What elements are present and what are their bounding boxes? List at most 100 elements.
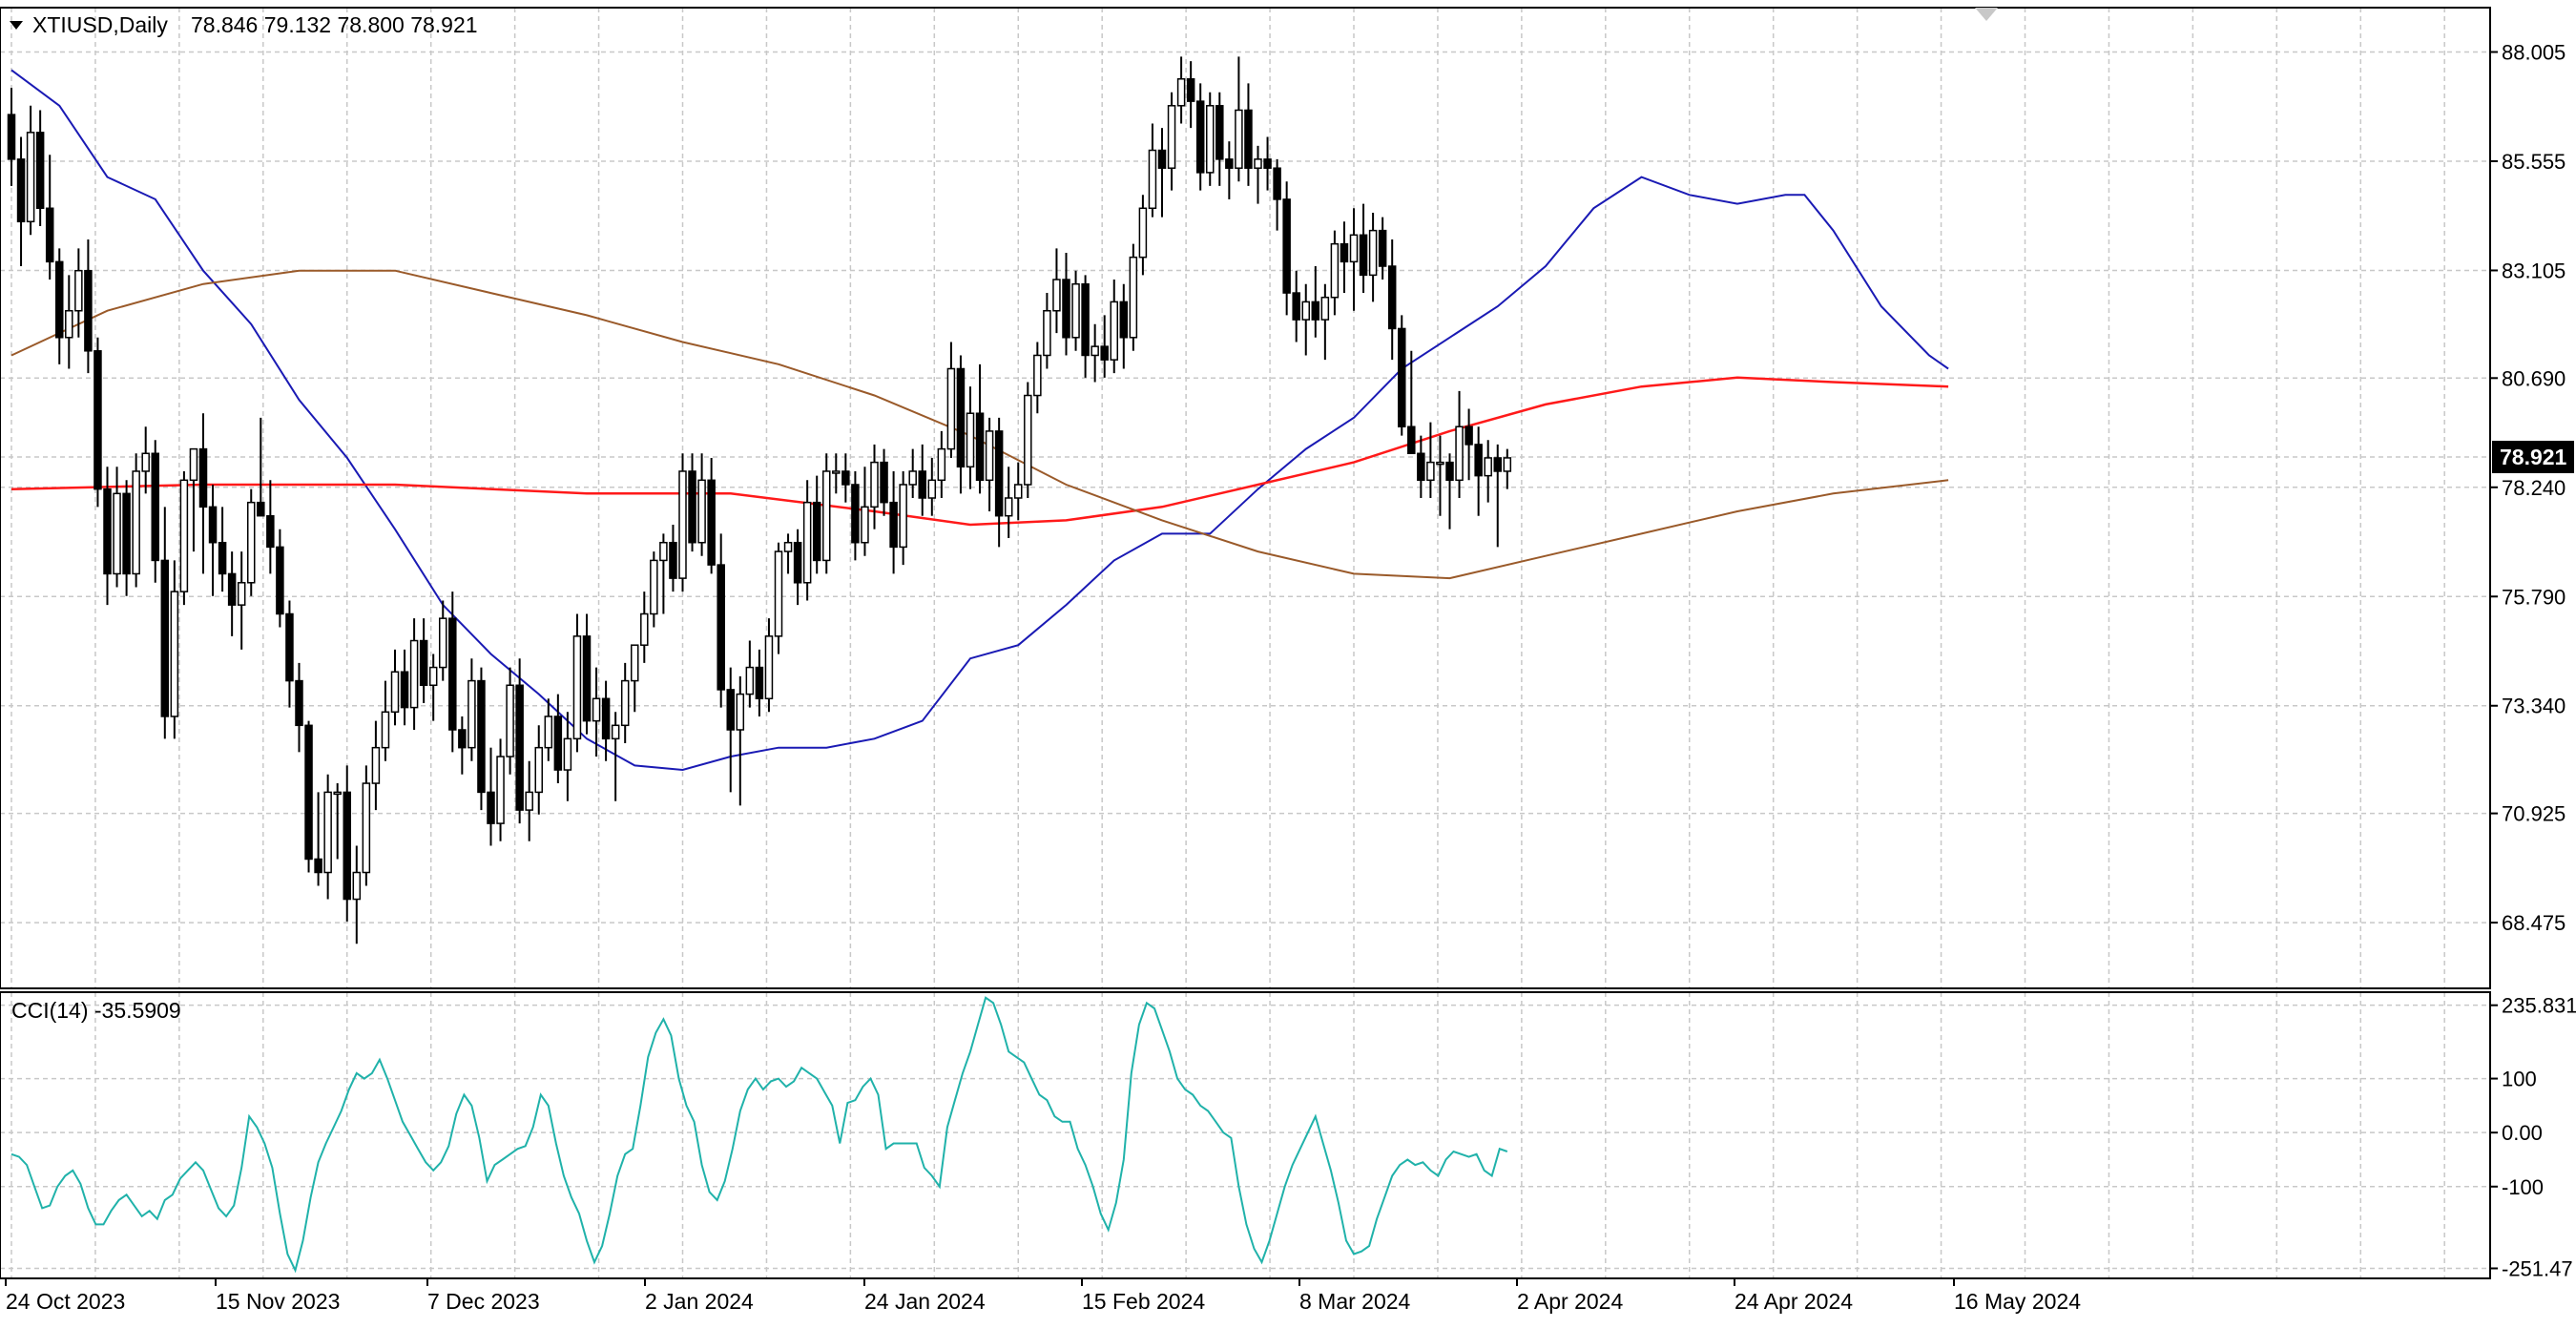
candle (812, 475, 821, 574)
candle (1493, 444, 1502, 548)
candle (783, 533, 793, 574)
cci-axis[interactable]: 235.831 100 0.00 -100 -251.47 (2490, 994, 2576, 1281)
candle (620, 662, 630, 743)
price-tick-label: 70.925 (2502, 802, 2566, 826)
candle (1398, 315, 1406, 436)
candle (899, 470, 907, 566)
candle (1254, 145, 1262, 204)
scroll-marker-icon[interactable] (1975, 8, 1998, 21)
candle (487, 747, 495, 846)
candle (1091, 323, 1099, 383)
candle (631, 644, 639, 713)
candle (1273, 158, 1281, 231)
candle (611, 712, 620, 801)
date-tick-label: 2 Jan 2024 (645, 1289, 754, 1314)
price-tick-label: 85.555 (2502, 150, 2566, 174)
price-axis[interactable]: 88.005 85.555 83.105 80.690 78.240 75.790 73.3… (2490, 40, 2566, 935)
candle (409, 618, 419, 730)
candle (141, 426, 150, 494)
candle (1387, 239, 1397, 361)
candle (975, 363, 985, 494)
candle (506, 667, 514, 775)
candle (247, 488, 256, 596)
ma-line-0 (10, 69, 1949, 772)
price-tick-label: 83.105 (2502, 259, 2566, 282)
candle (1119, 283, 1129, 369)
candle (1176, 56, 1186, 124)
candle (1359, 203, 1368, 294)
candle (1311, 266, 1320, 338)
candle (515, 658, 524, 824)
candle (841, 453, 850, 503)
cci-line (10, 996, 1508, 1274)
candle (1024, 382, 1032, 498)
date-tick-label: 24 Apr 2024 (1735, 1289, 1853, 1314)
symbol-label: XTIUSD,Daily (32, 12, 168, 37)
candle (276, 529, 284, 628)
candle (381, 680, 390, 761)
candles (7, 56, 1512, 944)
candle (717, 533, 725, 708)
candle (1340, 221, 1349, 294)
candle (151, 440, 159, 583)
candle (937, 430, 946, 498)
candle (1368, 212, 1378, 302)
candle (1301, 283, 1310, 356)
candle (1148, 123, 1157, 218)
candle (793, 529, 802, 606)
candle (400, 649, 409, 726)
candle (448, 591, 457, 753)
candle (93, 337, 102, 508)
cci-tick-label: -100 (2502, 1175, 2544, 1199)
candle (669, 525, 677, 592)
price-tick-label: 73.340 (2502, 695, 2566, 718)
cci-tick-label: 0.00 (2502, 1121, 2543, 1145)
candle (1417, 435, 1425, 498)
cci-panel[interactable]: CCI(14) -35.5909 (0, 991, 2491, 1279)
candle (601, 680, 611, 761)
candle (851, 470, 860, 561)
candle (1244, 83, 1253, 186)
candle (870, 444, 879, 529)
candle (74, 248, 83, 338)
candle (160, 507, 170, 739)
candle (458, 716, 467, 775)
candle (544, 698, 553, 761)
candle (1167, 92, 1176, 191)
candle (755, 649, 764, 716)
candle (45, 155, 54, 280)
price-tick-label: 75.790 (2502, 585, 2566, 609)
candle (927, 457, 937, 516)
candle (764, 618, 774, 713)
cci-path (10, 996, 1508, 1274)
candle (1129, 243, 1138, 351)
candle (132, 453, 140, 588)
candle (362, 765, 371, 886)
candle (208, 484, 218, 596)
date-tick-label: 7 Dec 2023 (427, 1289, 540, 1314)
price-panel[interactable] (0, 7, 2491, 989)
candle (122, 480, 131, 596)
date-axis[interactable]: 24 Oct 2023 15 Nov 2023 7 Dec 2023 2 Jan 20… (5, 1278, 2081, 1314)
candle (1349, 208, 1359, 311)
price-tick-label: 78.240 (2502, 476, 2566, 500)
candle (496, 738, 505, 841)
candle (1215, 92, 1224, 186)
candle (1004, 467, 1013, 539)
candle (650, 551, 658, 628)
candle (7, 88, 16, 186)
price-tick-label: 68.475 (2502, 911, 2566, 935)
candle (266, 480, 275, 574)
candle (1445, 453, 1454, 529)
date-tick-label: 16 May 2024 (1954, 1289, 2081, 1314)
candle (189, 447, 198, 552)
candle (908, 448, 917, 498)
cci-tick-label: 235.831 (2502, 994, 2576, 1018)
candle (1282, 181, 1291, 316)
candle (352, 845, 362, 944)
date-tick-label: 24 Jan 2024 (864, 1289, 986, 1314)
candle (534, 725, 543, 815)
triangle-down-icon[interactable] (10, 21, 23, 30)
candle (1465, 408, 1473, 481)
